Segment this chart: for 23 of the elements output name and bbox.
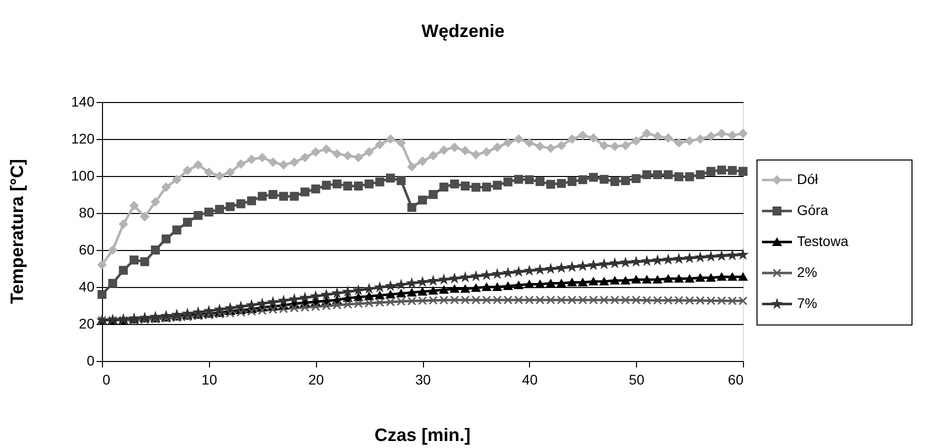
x-tick-label: 30: [415, 372, 431, 388]
legend-label: Testowa: [797, 233, 849, 249]
chart-title: Wędzenie: [421, 21, 505, 41]
y-tick-label: 140: [71, 94, 95, 110]
x-tick-label: 40: [522, 372, 538, 388]
legend-label: 7%: [797, 295, 818, 311]
y-tick-label: 120: [71, 130, 95, 146]
y-tick-label: 40: [78, 278, 95, 294]
x-tick-label: 10: [202, 372, 218, 388]
y-axis-title: Temperatura [°C]: [7, 159, 27, 304]
x-axis-title: Czas [min.]: [374, 425, 471, 445]
x-tick-label: 50: [628, 372, 645, 388]
y-tick-label: 0: [86, 352, 95, 368]
x-tick-label: 60: [728, 372, 744, 388]
x-tick-label: 0: [102, 372, 110, 388]
y-tick-label: 80: [78, 204, 95, 220]
legend-label: Góra: [797, 202, 828, 218]
y-tick-label: 20: [78, 316, 95, 332]
x-tick-label: 20: [308, 372, 324, 388]
y-tick-label: 60: [78, 242, 95, 258]
legend-label: Dół: [797, 171, 819, 187]
y-tick-label: 100: [71, 168, 95, 184]
legend-label: 2%: [797, 264, 818, 280]
